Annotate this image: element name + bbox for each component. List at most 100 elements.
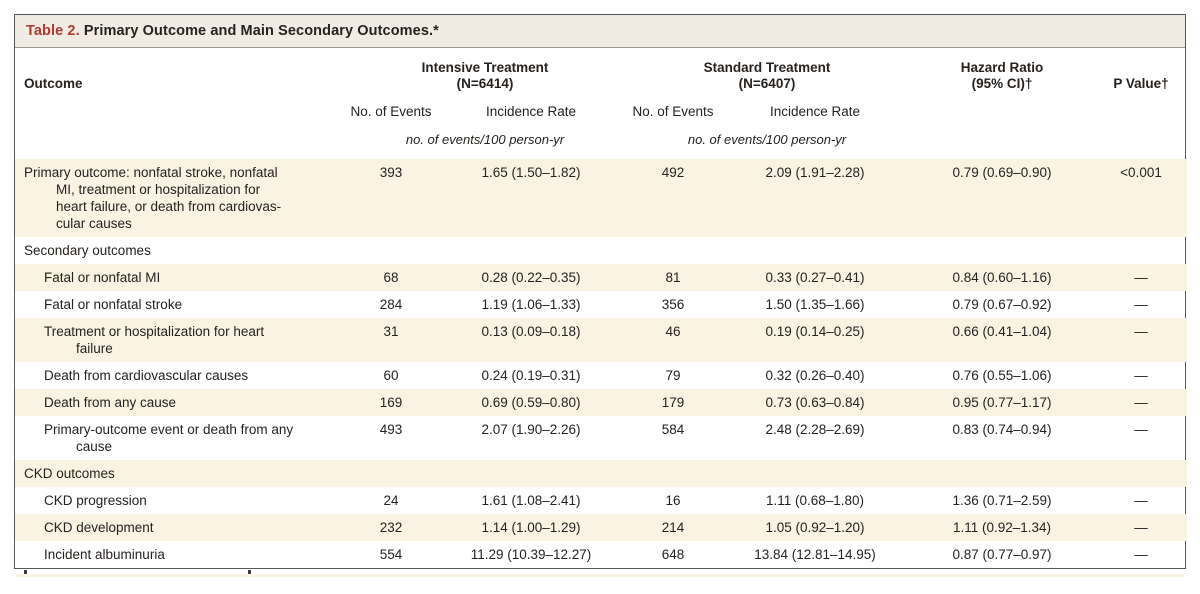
events-standard-cell: 648	[661, 547, 685, 562]
subheader-events-standard: No. of Events	[632, 104, 714, 119]
outcome-cell: Incident albuminuria	[44, 547, 165, 562]
hazard-ratio-cell: 0.87 (0.77–0.97)	[952, 547, 1052, 562]
section-row: CKD outcomes	[15, 460, 1188, 487]
rate-intensive-cell: 11.29 (10.39–12.27)	[470, 547, 592, 562]
units-spacer	[909, 124, 1095, 159]
events-standard-cell: 46	[665, 324, 681, 339]
rate-standard-cell: 1.50 (1.35–1.66)	[765, 297, 865, 312]
intensive-group-n: (N=6414)	[456, 76, 514, 91]
table-row: Incident albuminuria 554 11.29 (10.39–12.2…	[15, 541, 1187, 568]
events-intensive-cell	[345, 237, 437, 264]
rate-standard-cell: 0.33 (0.27–0.41)	[765, 270, 865, 285]
events-standard-cell: 214	[661, 520, 685, 535]
subheader-spacer	[1095, 94, 1187, 124]
rate-standard-cell: 2.09 (1.91–2.28)	[765, 165, 865, 180]
journal-table: Table 2. Primary Outcome and Main Second…	[14, 14, 1188, 569]
rate-standard-cell: 1.05 (0.92–1.20)	[765, 520, 865, 535]
p-value-cell: —	[1134, 270, 1148, 285]
units-spacer	[1095, 124, 1187, 159]
hazard-ratio-cell: 0.79 (0.69–0.90)	[952, 165, 1052, 180]
table-row: Primary outcome: nonfatal stroke, nonfat…	[15, 159, 1188, 237]
rate-standard-cell	[721, 460, 909, 487]
rate-standard-cell: 2.48 (2.28–2.69)	[765, 422, 865, 437]
p-value-cell: —	[1134, 324, 1148, 339]
p-value-cell: —	[1134, 547, 1148, 562]
header-row-units: no. of events/100 person-yr no. of event…	[15, 124, 1187, 159]
p-value-cell: —	[1134, 297, 1148, 312]
outcome-cell: Fatal or nonfatal stroke	[44, 297, 183, 312]
rate-intensive-cell: 1.14 (1.00–1.29)	[481, 520, 581, 535]
outcome-cell: Secondary outcomes	[24, 243, 151, 258]
table-row: Death from cardiovascular causes 60 0.24 (…	[15, 362, 1187, 389]
cutoff-text-fragment	[24, 570, 27, 574]
events-intensive-cell: 68	[383, 270, 399, 285]
hazard-ratio-cell	[909, 237, 1095, 264]
hazard-ratio-cell: 0.66 (0.41–1.04)	[952, 324, 1052, 339]
events-standard-cell: 79	[665, 368, 681, 383]
table-title: Table 2. Primary Outcome and Main Second…	[15, 15, 1185, 48]
table-number-label: Table 2.	[26, 23, 80, 39]
p-value-cell: <0.001	[1120, 165, 1162, 180]
events-intensive-cell: 393	[379, 165, 403, 180]
table-body: Primary outcome: nonfatal stroke, nonfat…	[15, 159, 1188, 568]
rate-standard-cell: 0.73 (0.63–0.84)	[765, 395, 865, 410]
rate-intensive-cell: 0.13 (0.09–0.18)	[481, 324, 581, 339]
outcome-cell: Death from cardiovascular causes	[44, 368, 249, 383]
subheader-events-intensive: No. of Events	[350, 104, 432, 119]
events-standard-cell: 492	[661, 165, 685, 180]
table-row: Fatal or nonfatal MI 68 0.28 (0.22–0.35) 81…	[15, 264, 1188, 291]
rate-standard-cell: 0.32 (0.26–0.40)	[765, 368, 865, 383]
header-row-subcolumns: No. of Events Incidence Rate No. of Even…	[15, 94, 1187, 124]
standard-group-n: (N=6407)	[738, 76, 796, 91]
table-title-text: Primary Outcome and Main Secondary Outco…	[79, 23, 439, 39]
events-intensive-cell: 284	[379, 297, 403, 312]
page-cutoff-strip	[14, 569, 1186, 577]
column-header-standard-group: Standard Treatment (N=6407)	[625, 48, 909, 94]
p-value-cell: —	[1134, 422, 1148, 437]
outcomes-table: Outcome Intensive Treatment (N=6414) Sta…	[15, 48, 1188, 568]
table-row: Treatment or hospitalization for heart f…	[15, 318, 1188, 362]
rate-standard-cell	[721, 237, 909, 264]
subheader-spacer	[15, 94, 345, 124]
header-row-groups: Outcome Intensive Treatment (N=6414) Sta…	[15, 48, 1187, 94]
rate-standard-cell: 0.19 (0.14–0.25)	[765, 324, 865, 339]
table-row: Death from any cause 169 0.69 (0.59–0.80) 1…	[15, 389, 1188, 416]
events-intensive-cell: 554	[379, 547, 403, 562]
rate-intensive-cell: 1.65 (1.50–1.82)	[481, 165, 581, 180]
column-header-outcome: Outcome	[24, 76, 83, 91]
hazard-ratio-cell: 0.95 (0.77–1.17)	[952, 395, 1052, 410]
outcome-cell: Primary-outcome event or death from any …	[44, 422, 294, 454]
table-row: Primary-outcome event or death from any …	[15, 416, 1187, 460]
rate-standard-cell: 1.11 (0.68–1.80)	[765, 493, 865, 508]
rate-intensive-cell: 1.19 (1.06–1.33)	[481, 297, 581, 312]
events-intensive-cell: 24	[383, 493, 399, 508]
events-standard-cell: 584	[661, 422, 685, 437]
events-intensive-cell: 169	[379, 395, 403, 410]
outcome-cell: CKD progression	[44, 493, 147, 508]
cutoff-next-row-shading	[16, 574, 1184, 577]
rate-standard-cell: 13.84 (12.81–14.95)	[754, 547, 876, 562]
units-spacer	[15, 124, 345, 159]
outcome-cell: Fatal or nonfatal MI	[44, 270, 161, 285]
hazard-ratio-line1: Hazard Ratio	[960, 60, 1044, 75]
hazard-ratio-cell	[909, 460, 1095, 487]
events-intensive-cell: 60	[383, 368, 399, 383]
hazard-ratio-cell: 0.76 (0.55–1.06)	[952, 368, 1052, 383]
column-header-p-value: P Value†	[1113, 76, 1169, 91]
events-intensive-cell	[345, 460, 437, 487]
events-standard-cell: 16	[665, 493, 681, 508]
p-value-cell: —	[1134, 493, 1148, 508]
p-value-cell	[1095, 237, 1187, 264]
rate-intensive-cell: 0.69 (0.59–0.80)	[481, 395, 581, 410]
column-header-intensive-group: Intensive Treatment (N=6414)	[345, 48, 625, 94]
events-intensive-cell: 232	[379, 520, 403, 535]
events-standard-cell	[625, 237, 721, 264]
subheader-rate-intensive: Incidence Rate	[485, 104, 577, 119]
hazard-ratio-cell: 1.36 (0.71–2.59)	[952, 493, 1052, 508]
outcome-cell: Death from any cause	[44, 395, 177, 410]
hazard-ratio-line2: (95% CI)†	[971, 76, 1033, 91]
p-value-cell	[1095, 460, 1187, 487]
intensive-group-name: Intensive Treatment	[421, 60, 549, 75]
outcome-cell: CKD outcomes	[24, 466, 115, 481]
rate-intensive-cell	[437, 237, 625, 264]
